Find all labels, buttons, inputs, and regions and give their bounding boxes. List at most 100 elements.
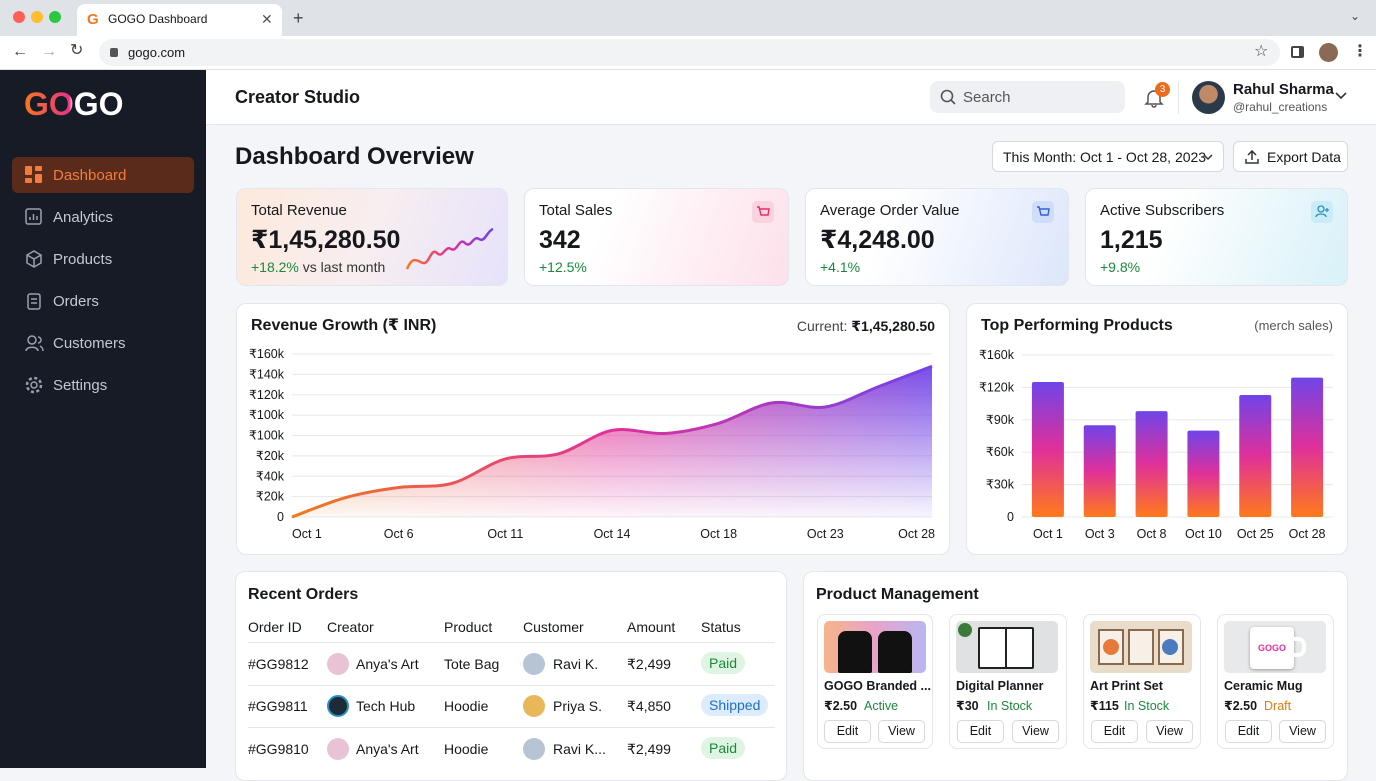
column-header: Order ID (248, 619, 302, 635)
view-button[interactable]: View (878, 720, 925, 743)
min-dot[interactable] (31, 11, 43, 23)
customer-avatar (523, 695, 545, 717)
reload[interactable]: ↻ (70, 42, 84, 59)
edit-button[interactable]: Edit (1091, 720, 1138, 743)
x-tick-label: Oct 25 (1237, 527, 1274, 541)
tab-close[interactable]: ✕ (261, 11, 273, 27)
nav-item[interactable]: Dashboard (12, 157, 194, 193)
sidepanel[interactable] (1291, 46, 1304, 58)
area (292, 366, 932, 517)
status: Shipped (701, 694, 769, 716)
y-tick-label: ₹100k (249, 429, 285, 443)
order-id[interactable]: #GG9810 (248, 741, 309, 757)
y-tick-label: ₹60k (986, 445, 1015, 459)
product-image (1090, 621, 1192, 673)
search[interactable]: Search (930, 81, 1125, 113)
bar (1291, 377, 1324, 517)
stat-value: 1,215 (1100, 226, 1163, 254)
page-title: Dashboard Overview (235, 143, 474, 170)
nav-item[interactable]: Orders (12, 283, 194, 319)
stat-label: Total Sales (539, 202, 613, 219)
stat-icon (1311, 201, 1333, 223)
product: Tote Bag (444, 656, 500, 672)
new-tab[interactable]: + (293, 8, 304, 28)
column-header: Creator (327, 619, 374, 635)
status: Paid (701, 737, 746, 759)
row-divider (248, 727, 775, 728)
x-tick-label: Oct 11 (487, 527, 523, 541)
nav-item[interactable]: Customers (12, 325, 194, 361)
current-label: Current: (796, 318, 848, 334)
nav-item[interactable]: Settings (12, 367, 194, 403)
bar (1187, 430, 1220, 517)
logo[interactable]: GOGO (24, 86, 124, 122)
nav-item[interactable]: Products (12, 241, 194, 277)
address-bar[interactable]: gogo.com ☆ (99, 39, 1280, 66)
product-price: ₹2.50 (1224, 699, 1258, 713)
product-status: In Stock (1124, 699, 1170, 713)
product: Hoodie (444, 741, 489, 757)
back[interactable]: ← (12, 43, 28, 60)
product-status: In Stock (987, 699, 1033, 713)
nav-label: Dashboard (53, 167, 127, 184)
y-tick-label: 0 (1007, 510, 1014, 524)
user-avatar[interactable] (1192, 81, 1225, 114)
y-tick-label: ₹20k (256, 449, 285, 463)
edit-button[interactable]: Edit (1225, 720, 1272, 743)
close-dot[interactable] (13, 11, 25, 23)
profile[interactable] (1319, 43, 1338, 62)
search-placeholder: Search (963, 89, 1011, 106)
product-tile[interactable]: Art Print Set ₹115 In Stock Edit View (1083, 614, 1201, 749)
x-tick-label: Oct 23 (807, 527, 844, 541)
view-button[interactable]: View (1012, 720, 1059, 743)
max-dot[interactable] (49, 11, 61, 23)
edit-button[interactable]: Edit (824, 720, 871, 743)
export-button[interactable]: Export Data (1233, 141, 1348, 172)
panel-title: Product Management (816, 586, 979, 603)
x-tick-label: Oct 14 (594, 527, 631, 541)
x-tick-label: Oct 28 (1289, 527, 1326, 541)
bar (1239, 394, 1272, 517)
x-tick-label: Oct 28 (898, 527, 935, 541)
forward[interactable]: → (41, 43, 57, 60)
chart-subtitle: (merch sales) (1254, 318, 1333, 333)
order-id[interactable]: #GG9811 (248, 698, 308, 714)
product-status: Draft (1264, 699, 1292, 713)
bookmark[interactable]: ☆ (1254, 43, 1269, 60)
column-header: Status (701, 619, 741, 635)
date-range[interactable]: This Month: Oct 1 - Oct 28, 2023 (992, 141, 1224, 172)
user-menu[interactable] (1335, 92, 1347, 100)
product-tile[interactable]: Digital Planner ₹30 In Stock Edit View (949, 614, 1067, 749)
chart-title: Revenue Growth (₹ INR) (251, 317, 437, 334)
customer-avatar (523, 653, 545, 675)
view-button[interactable]: View (1146, 720, 1193, 743)
row-divider (248, 642, 775, 643)
date-range-label: This Month: Oct 1 - Oct 28, 2023 (1003, 149, 1207, 165)
product-name: Digital Planner (956, 679, 1044, 693)
user-name: Rahul Sharma (1233, 81, 1334, 98)
customer: Priya S. (553, 698, 603, 714)
x-tick-label: Oct 3 (1085, 527, 1115, 541)
product-tile[interactable]: GOGO Branded ... ₹2.50 Active Edit View (817, 614, 933, 749)
order-id[interactable]: #GG9812 (248, 656, 309, 672)
favicon: G (87, 11, 99, 28)
tab-menu[interactable]: ⌄ (1350, 9, 1361, 23)
stat-card: Total Sales 342 +12.5% (524, 188, 789, 286)
product-tile[interactable]: GOGO Ceramic Mug ₹2.50 Draft Edit View (1217, 614, 1334, 749)
stat-change-note: vs last month (302, 259, 386, 275)
nav-item[interactable]: Analytics (12, 199, 194, 235)
tab[interactable]: G GOGO Dashboard ✕ (77, 4, 282, 36)
column-header: Amount (627, 619, 676, 635)
edit-button[interactable]: Edit (957, 720, 1004, 743)
stat-icon (1032, 201, 1054, 223)
notification-badge: 3 (1155, 82, 1170, 97)
y-tick-label: ₹160k (249, 347, 285, 361)
stat-change: +12.5% (539, 259, 587, 275)
view-button[interactable]: View (1279, 720, 1326, 743)
menu[interactable]: ⋮ (1352, 43, 1368, 60)
products-chart: 0 ₹30k ₹60k ₹90k ₹120k ₹160k Oct 1 Oct 3 Oct 8 Oc… (979, 348, 1333, 541)
y-tick-label: ₹90k (986, 413, 1015, 427)
creator: Anya's Art (356, 741, 419, 757)
product-image (824, 621, 926, 673)
